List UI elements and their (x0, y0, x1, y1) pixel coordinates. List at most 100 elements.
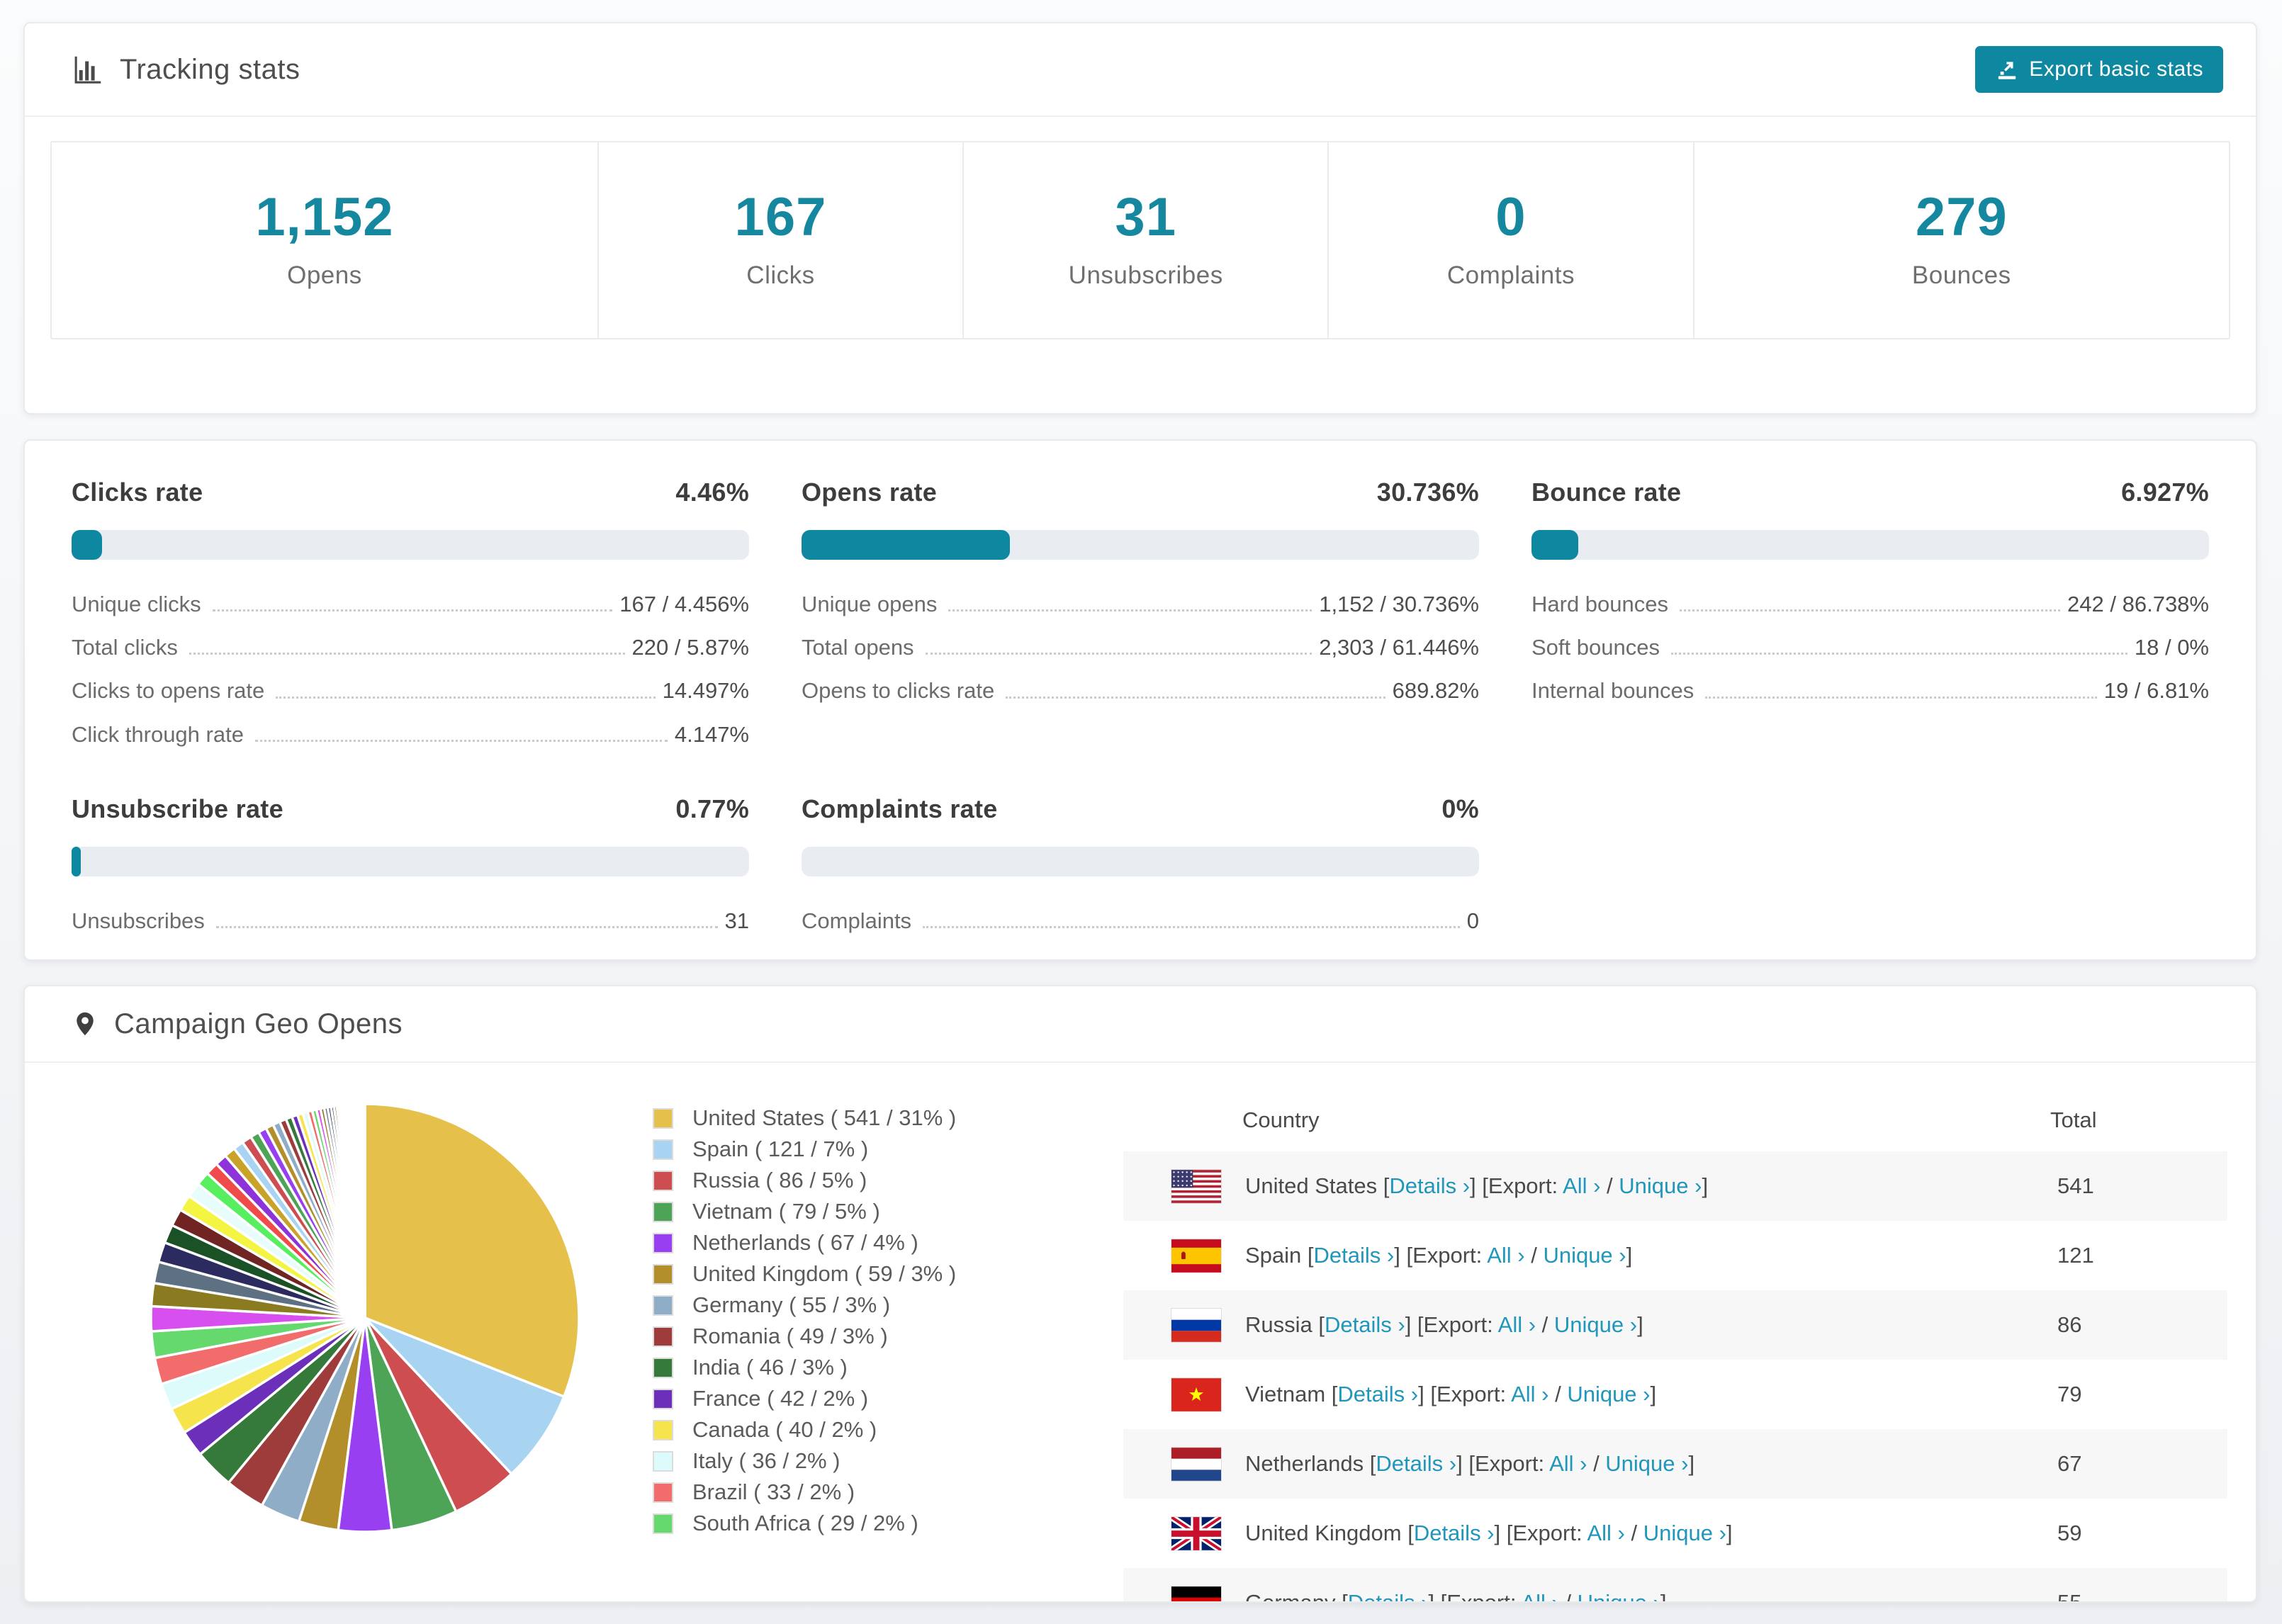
legend-item-brazil: Brazil ( 33 / 2% ) (653, 1477, 1106, 1508)
flag-icon-de (1171, 1586, 1221, 1601)
export-label: Export: (1446, 1590, 1517, 1603)
export-all-link-united-states[interactable]: All › (1563, 1173, 1601, 1198)
geo-table-row-russia: Russia [Details ›] [Export: All › / Uniq… (1123, 1290, 2227, 1360)
export-unique-link-netherlands[interactable]: Unique › (1605, 1451, 1689, 1476)
export-unique-link-united-kingdom[interactable]: Unique › (1643, 1521, 1726, 1545)
export-unique-link-spain[interactable]: Unique › (1543, 1243, 1626, 1268)
complaints-progress-track (802, 846, 1479, 876)
legend-item-india: India ( 46 / 3% ) (653, 1352, 1106, 1383)
export-icon (1999, 62, 2016, 79)
dotted-leader (1705, 696, 2097, 699)
geo-table-wrap: Country Total United States [Details ›] … (1123, 1063, 2227, 1603)
unsubscribe-rate-block: Unsubscribe rate 0.77% Unsubscribes 31 (72, 794, 749, 934)
export-all-link-vietnam[interactable]: All › (1511, 1382, 1549, 1406)
legend-swatch (653, 1263, 673, 1285)
page-title: Tracking stats (120, 53, 300, 85)
export-all-link-spain[interactable]: All › (1487, 1243, 1525, 1268)
dotted-leader (276, 696, 656, 699)
legend-item-romania: Romania ( 49 / 3% ) (653, 1321, 1106, 1352)
legend-item-united-states: United States ( 541 / 31% ) (653, 1103, 1106, 1134)
geo-pie-chart[interactable] (145, 1098, 585, 1538)
country-cell: Netherlands [Details ›] [Export: All › /… (1245, 1451, 1695, 1476)
details-link-russia[interactable]: Details › (1325, 1312, 1405, 1337)
country-cell: United States [Details ›] [Export: All ›… (1245, 1173, 1709, 1198)
legend-swatch (653, 1170, 673, 1191)
total-cell: 121 (2057, 1243, 2094, 1268)
details-link-netherlands[interactable]: Details › (1376, 1451, 1457, 1476)
clicks-progress-track (72, 530, 749, 560)
legend-label: India ( 46 / 3% ) (692, 1355, 848, 1380)
legend-label: Russia ( 86 / 5% ) (692, 1168, 867, 1192)
legend-swatch (653, 1107, 673, 1129)
stat-row: Click through rate 4.147% (72, 721, 749, 747)
details-link-spain[interactable]: Details › (1313, 1243, 1395, 1268)
stat-row: Internal bounces 19 / 6.81% (1531, 678, 2209, 704)
export-basic-stats-button[interactable]: Export basic stats (1975, 46, 2223, 93)
dotted-leader (212, 609, 613, 612)
complaints-rate-block: Complaints rate 0% Complaints 0 (802, 794, 1479, 934)
stat-row: Unique clicks 167 / 4.456% (72, 592, 749, 616)
export-unique-link-germany[interactable]: Unique › (1577, 1590, 1660, 1603)
legend-swatch (653, 1232, 673, 1253)
export-all-link-russia[interactable]: All › (1497, 1312, 1536, 1337)
legend-item-united-kingdom: United Kingdom ( 59 / 3% ) (653, 1258, 1106, 1290)
stat-row: Complaints 0 (802, 908, 1479, 933)
export-all-link-netherlands[interactable]: All › (1549, 1451, 1587, 1476)
details-link-united-states[interactable]: Details › (1389, 1173, 1471, 1198)
export-label: Export: (1423, 1312, 1493, 1337)
export-all-link-united-kingdom[interactable]: All › (1587, 1521, 1625, 1545)
dotted-leader (1006, 696, 1386, 699)
geo-body: United States ( 541 / 31% ) Spain ( 121 /… (25, 1063, 2256, 1603)
export-unique-link-vietnam[interactable]: Unique › (1567, 1382, 1651, 1406)
rate-value: 0.77% (675, 794, 749, 823)
legend-swatch (653, 1388, 673, 1409)
dotted-leader (189, 653, 625, 655)
details-link-germany[interactable]: Details › (1347, 1590, 1429, 1603)
geo-table: Country Total United States [Details ›] … (1123, 1095, 2227, 1603)
pie-slice-united-states[interactable] (364, 1103, 580, 1399)
column-header-country: Country (1242, 1107, 1320, 1132)
geo-table-row-spain: Spain [Details ›] [Export: All › / Uniqu… (1123, 1221, 2227, 1290)
rate-value: 4.46% (675, 478, 749, 507)
rate-title: Clicks rate (72, 478, 203, 507)
geo-legend: United States ( 541 / 31% ) Spain ( 121 /… (653, 1103, 1106, 1539)
summary-strip: 1,152 Opens 167 Clicks 31 Unsubscribes 0 Compla… (50, 141, 2230, 339)
flag-icon-us (1171, 1169, 1221, 1203)
legend-label: Vietnam ( 79 / 5% ) (692, 1199, 880, 1224)
details-link-united-kingdom[interactable]: Details › (1413, 1521, 1495, 1545)
summary-label: Unsubscribes (1068, 261, 1223, 289)
stat-row: Total opens 2,303 / 61.446% (802, 635, 1479, 660)
total-cell: 59 (2057, 1521, 2082, 1545)
stat-row: Soft bounces 18 / 0% (1531, 635, 2209, 660)
legend-label: United Kingdom ( 59 / 3% ) (692, 1261, 957, 1286)
country-cell: United Kingdom [Details ›] [Export: All … (1245, 1521, 1733, 1545)
stat-row: Unsubscribes 31 (72, 908, 749, 933)
legend-label: Germany ( 55 / 3% ) (692, 1292, 891, 1317)
legend-label: Spain ( 121 / 7% ) (692, 1137, 869, 1161)
rate-value: 30.736% (1376, 478, 1479, 507)
flag-icon-ru (1171, 1308, 1221, 1342)
export-label: Export: (1474, 1451, 1545, 1476)
export-label: Export: (1512, 1521, 1583, 1545)
flag-icon-gb (1171, 1516, 1221, 1550)
export-unique-link-russia[interactable]: Unique › (1553, 1312, 1638, 1337)
stat-row: Unique opens 1,152 / 30.736% (802, 592, 1479, 616)
geo-table-row-netherlands: Netherlands [Details ›] [Export: All › /… (1123, 1429, 2227, 1499)
bounce-progress-fill (1531, 530, 1579, 560)
pie-slice-other-50[interactable] (363, 1103, 366, 1319)
country-cell: Germany [Details ›] [Export: All › / Uni… (1245, 1590, 1666, 1603)
total-cell: 55 (2057, 1590, 2082, 1603)
country-cell: Russia [Details ›] [Export: All › / Uniq… (1245, 1312, 1643, 1337)
stat-row: Opens to clicks rate 689.82% (802, 678, 1479, 704)
rate-title: Complaints rate (802, 794, 998, 823)
summary-value: 167 (734, 187, 827, 247)
bounce-progress-track (1531, 530, 2209, 560)
pie-slice-spain[interactable] (364, 1316, 566, 1476)
export-all-link-germany[interactable]: All › (1521, 1590, 1559, 1603)
legend-swatch (653, 1201, 673, 1222)
bar-chart-icon (74, 56, 101, 84)
details-link-vietnam[interactable]: Details › (1337, 1382, 1419, 1406)
export-unique-link-united-states[interactable]: Unique › (1619, 1173, 1702, 1198)
tracking-stats-header: Tracking stats Export basic stats (25, 23, 2256, 117)
stat-row: Total clicks 220 / 5.87% (72, 635, 749, 660)
